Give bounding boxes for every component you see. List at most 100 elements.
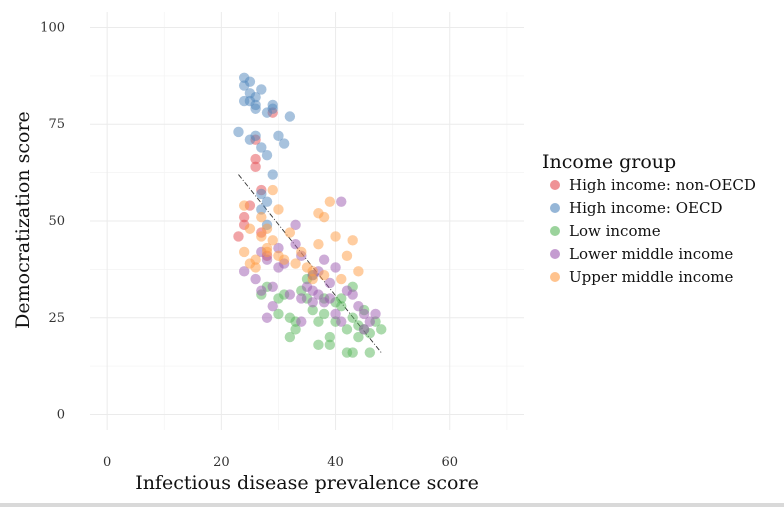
data-point	[284, 289, 296, 300]
legend-key	[550, 249, 560, 259]
data-point	[250, 103, 261, 114]
data-point	[233, 126, 244, 138]
data-point	[341, 324, 353, 335]
x-tick-label: 40	[327, 455, 344, 470]
grid	[90, 12, 524, 430]
data-point	[358, 324, 370, 335]
data-point	[307, 273, 318, 285]
legend-label: Low income	[569, 222, 661, 240]
data-point	[307, 285, 318, 296]
data-point	[336, 293, 347, 304]
data-point	[267, 99, 278, 111]
data-point	[307, 297, 318, 308]
data-point	[256, 204, 267, 215]
data-point	[261, 223, 273, 234]
data-point	[330, 262, 341, 273]
data-point	[261, 196, 273, 207]
data-point	[336, 273, 347, 285]
data-point	[238, 211, 250, 223]
data-point	[267, 184, 278, 196]
data-point	[324, 293, 336, 304]
data-point	[250, 130, 261, 142]
legend-label: Upper middle income	[569, 268, 733, 286]
data-point	[267, 300, 278, 312]
data-point	[318, 308, 330, 320]
y-tick-label: 75	[48, 117, 65, 132]
data-point	[273, 130, 284, 142]
data-point	[336, 316, 347, 327]
data-point	[267, 281, 278, 292]
data-point	[341, 250, 353, 262]
data-point	[307, 304, 318, 316]
data-point	[313, 208, 324, 219]
data-point	[267, 169, 278, 180]
legend-label: Lower middle income	[569, 245, 733, 263]
data-point	[278, 254, 290, 265]
data-point	[250, 262, 261, 273]
x-axis-ticks: 0 20 40 60	[103, 455, 458, 470]
data-point	[330, 308, 341, 320]
data-point	[324, 339, 336, 351]
data-point	[250, 161, 261, 173]
data-point	[290, 258, 301, 269]
data-point	[238, 200, 250, 211]
data-point	[347, 312, 358, 323]
data-point	[244, 76, 256, 87]
data-point	[290, 324, 301, 335]
data-point	[267, 235, 278, 246]
data-point	[284, 227, 296, 238]
data-point	[353, 331, 364, 343]
data-point	[370, 308, 381, 320]
y-axis-ticks: 0 25 50 75 100	[40, 20, 65, 422]
y-tick-label: 0	[57, 408, 65, 423]
data-point	[307, 266, 318, 277]
legend-key	[550, 203, 560, 213]
y-tick-label: 100	[40, 20, 65, 35]
data-point	[273, 242, 284, 254]
data-point	[353, 300, 364, 312]
data-point	[296, 246, 307, 258]
legend-label: High income: non-OECD	[569, 176, 756, 194]
data-point	[318, 269, 330, 281]
data-point	[256, 285, 267, 296]
data-point	[290, 219, 301, 231]
data-point	[358, 308, 370, 320]
data-point	[256, 188, 267, 200]
data-point	[238, 246, 250, 258]
data-point	[324, 331, 336, 343]
data-point	[256, 84, 267, 95]
data-point	[336, 196, 347, 207]
data-point	[347, 235, 358, 246]
y-axis-title: Democratization score	[12, 111, 34, 329]
legend-label: High income: OECD	[569, 199, 722, 217]
data-point	[353, 266, 364, 277]
data-point	[296, 316, 307, 327]
y-tick-label: 50	[48, 214, 65, 229]
data-point	[233, 231, 244, 242]
bottom-border	[0, 503, 784, 507]
data-point	[364, 347, 376, 358]
x-tick-label: 60	[441, 455, 458, 470]
data-point	[261, 312, 273, 323]
data-points	[233, 72, 387, 358]
data-point	[330, 231, 341, 242]
data-point	[324, 196, 336, 207]
data-point	[313, 339, 324, 351]
data-point	[284, 331, 296, 343]
data-point	[250, 153, 261, 165]
data-point	[273, 308, 284, 320]
x-tick-label: 20	[213, 455, 230, 470]
legend-key	[550, 180, 560, 190]
data-point	[336, 300, 347, 312]
data-point	[250, 254, 261, 265]
data-point	[244, 223, 256, 234]
data-point	[347, 289, 358, 300]
data-point	[256, 142, 267, 153]
data-point	[313, 239, 324, 250]
data-point	[273, 204, 284, 215]
data-point	[284, 312, 296, 323]
data-point	[261, 150, 273, 161]
legend-key	[550, 226, 560, 236]
data-point	[313, 316, 324, 327]
